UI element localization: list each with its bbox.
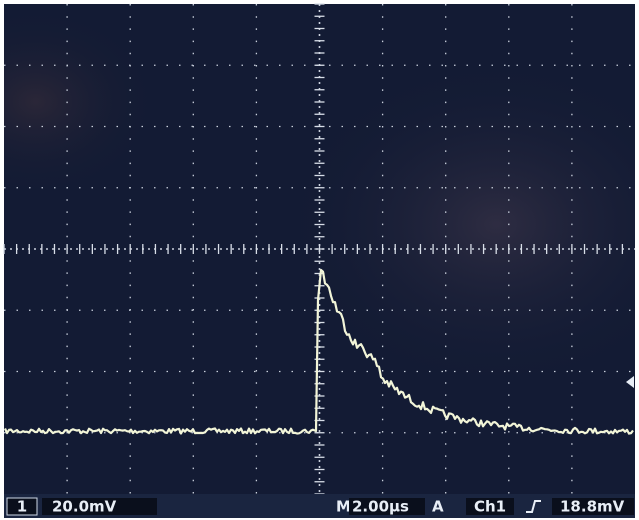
vertical-scale: 20.0mV	[52, 498, 117, 516]
waveform-trace	[3, 268, 634, 435]
scale-box	[42, 498, 157, 515]
trigger-mode: A	[432, 498, 444, 516]
level-box	[552, 498, 634, 515]
timebase: 2.00µs	[352, 498, 409, 516]
channel-box	[6, 497, 38, 516]
trigger-slope-icon	[526, 500, 541, 513]
trigger-source: Ch1	[474, 498, 506, 516]
timebase-box	[349, 498, 425, 515]
channel-label: 1	[17, 498, 27, 516]
mode-label: M	[336, 498, 351, 516]
trigger-level: 18.8mV	[560, 498, 625, 516]
level-marker	[626, 376, 634, 388]
source-box	[466, 498, 514, 515]
graticule	[3, 3, 635, 495]
